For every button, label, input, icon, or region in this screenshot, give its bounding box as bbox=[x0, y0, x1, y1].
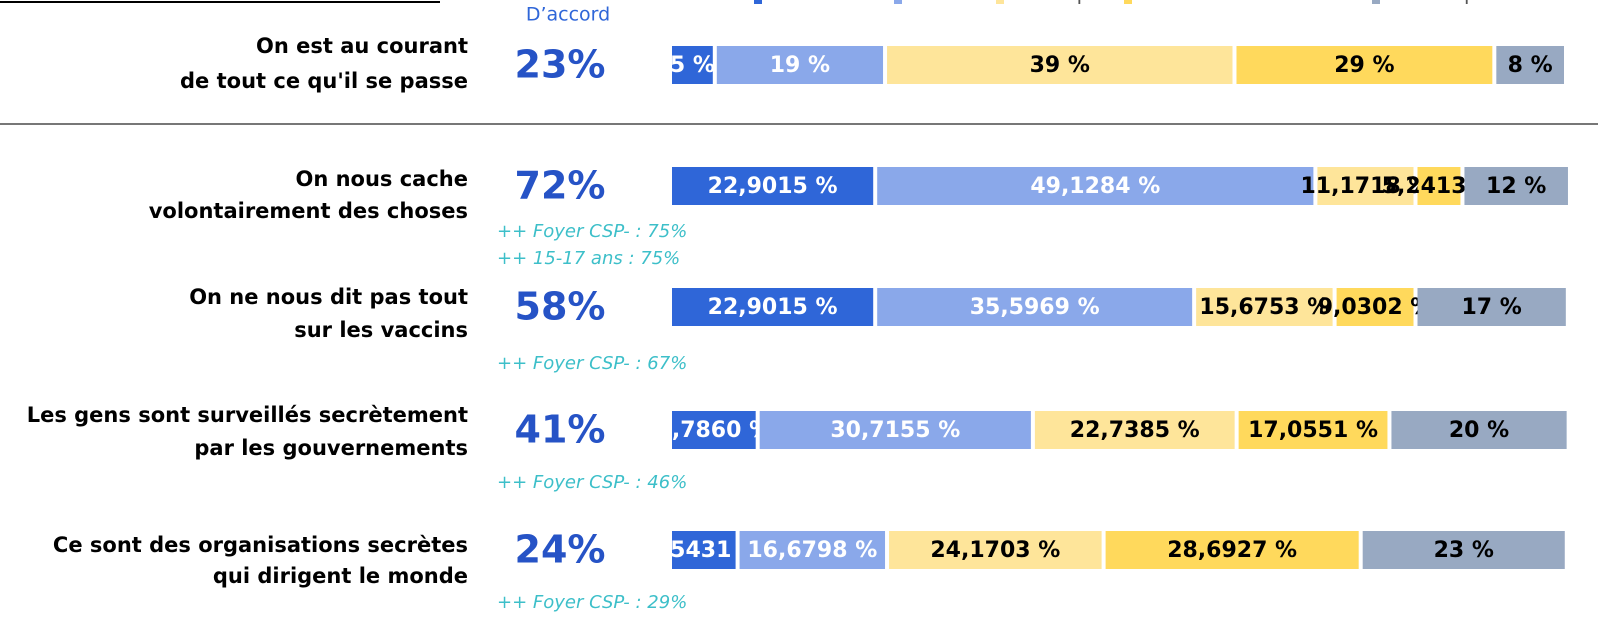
value-label: 28,6927 % bbox=[1167, 538, 1297, 563]
value-label: 12 % bbox=[1486, 174, 1546, 199]
category-label: Les gens sont surveillés secrètement bbox=[27, 403, 468, 427]
bar-segment bbox=[672, 288, 874, 326]
bar-segment bbox=[716, 46, 884, 84]
note: ++ Foyer CSP- : 75% bbox=[497, 221, 687, 242]
bar-segment bbox=[1238, 411, 1388, 449]
bar-segment bbox=[1034, 411, 1235, 449]
value-label: 22,7385 % bbox=[1070, 418, 1200, 443]
value-label: 23 % bbox=[1434, 538, 1494, 563]
value-label: 30,7155 % bbox=[830, 418, 960, 443]
bar-segment bbox=[1496, 46, 1564, 84]
bar-segment bbox=[1464, 167, 1568, 205]
bar-segment bbox=[887, 46, 1233, 84]
legend-label: Pas du tout d'accord bbox=[1140, 0, 1344, 5]
bar-segment bbox=[1417, 167, 1461, 205]
note: ++ Foyer CSP- : 29% bbox=[497, 592, 687, 613]
category-label: On est au courant bbox=[256, 34, 468, 58]
bar-segment bbox=[1105, 531, 1359, 569]
value-label: 9,0302 % bbox=[1318, 295, 1433, 320]
bar-segment bbox=[1336, 288, 1414, 326]
value-label: 8 % bbox=[1508, 53, 1553, 78]
value-label: 39 % bbox=[1030, 53, 1090, 78]
agree-value: 24% bbox=[515, 528, 606, 572]
bar-segment bbox=[889, 531, 1102, 569]
agree-value: 72% bbox=[515, 164, 606, 208]
category-label: On nous cache bbox=[295, 167, 468, 191]
value-label: 17,0551 % bbox=[1248, 418, 1378, 443]
value-label: 11,1718 % bbox=[1300, 174, 1430, 199]
legend-swatch bbox=[754, 0, 762, 4]
note: ++ Foyer CSP- : 46% bbox=[497, 472, 687, 493]
bar-segment bbox=[759, 411, 1031, 449]
bar-segment bbox=[739, 531, 886, 569]
bar-segment bbox=[1391, 411, 1567, 449]
value-label: 15,6753 % bbox=[1199, 295, 1329, 320]
bar-segment bbox=[672, 167, 874, 205]
legend-swatch bbox=[894, 0, 902, 4]
value-label: 49,1284 % bbox=[1030, 174, 1160, 199]
legend-swatch bbox=[1372, 0, 1380, 4]
category-label: qui dirigent le monde bbox=[213, 564, 468, 588]
agree-value: 41% bbox=[515, 408, 606, 452]
agree-value: 23% bbox=[515, 43, 606, 87]
bar-segment bbox=[672, 531, 736, 569]
bar-segment bbox=[877, 167, 1314, 205]
bar-segment bbox=[1196, 288, 1333, 326]
legend-label: Plutôt bbox=[910, 0, 968, 5]
bar-segment bbox=[672, 46, 713, 84]
category-label: On ne nous dit pas tout bbox=[189, 285, 468, 309]
note: ++ Foyer CSP- : 67% bbox=[497, 353, 687, 374]
value-label: 17 % bbox=[1462, 295, 1522, 320]
category-label: de tout ce qu'il se passe bbox=[180, 69, 468, 93]
category-label: Ce sont des organisations secrètes bbox=[53, 533, 468, 557]
value-label: 19 % bbox=[770, 53, 830, 78]
category-label: sur les vaccins bbox=[294, 318, 468, 342]
value-label: 9,7860 % bbox=[657, 418, 772, 443]
bar-segment bbox=[1417, 288, 1566, 326]
value-label: 16,6798 % bbox=[747, 538, 877, 563]
legend-swatch bbox=[996, 0, 1004, 4]
bar-segment bbox=[672, 411, 756, 449]
value-label: 20 % bbox=[1449, 418, 1509, 443]
agree-value: 58% bbox=[515, 285, 606, 329]
value-label: 24,1703 % bbox=[930, 538, 1060, 563]
agree-header: D’accord bbox=[526, 4, 610, 26]
bar-segment bbox=[1362, 531, 1565, 569]
note: ++ 15-17 ans : 75% bbox=[497, 248, 680, 269]
legend-swatch bbox=[1124, 0, 1132, 4]
value-label: 5 % bbox=[670, 53, 715, 78]
value-label: 29 % bbox=[1334, 53, 1394, 78]
value-label: 22,9015 % bbox=[708, 174, 838, 199]
legend-label: Tout à fait bbox=[769, 0, 869, 5]
bar-segment bbox=[1236, 46, 1493, 84]
category-label: par les gouvernements bbox=[194, 436, 468, 460]
value-label: 22,9015 % bbox=[708, 295, 838, 320]
value-label: 35,5969 % bbox=[970, 295, 1100, 320]
bar-segment bbox=[1317, 167, 1414, 205]
bar-segment bbox=[877, 288, 1193, 326]
category-label: volontairement des choses bbox=[149, 199, 468, 223]
legend-label: Ne sait pas bbox=[1388, 0, 1499, 5]
legend-label: Plutôt pas bbox=[1012, 0, 1112, 5]
